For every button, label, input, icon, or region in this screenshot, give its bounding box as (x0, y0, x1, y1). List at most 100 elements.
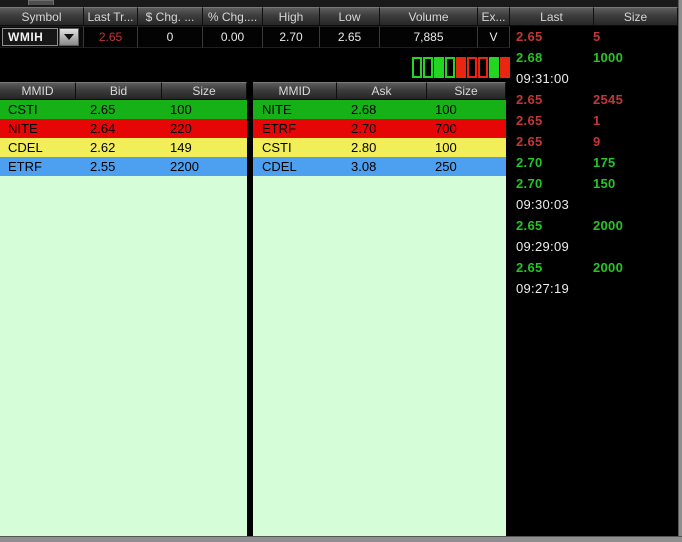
trend-block-red-hollow (478, 57, 488, 78)
timestamp: 09:29:09 (516, 239, 570, 254)
quote-header-row: Symbol Last Tr... $ Chg. ... % Chg.... H… (0, 7, 510, 26)
bid-book-price: 2.55 (90, 159, 116, 174)
ask-book-price: 2.68 (351, 102, 377, 117)
column-header-percent-chg: % Chg.... (203, 7, 263, 26)
time-sales-trade-row: 2.65 1 (510, 110, 678, 131)
column-header-low: Low (320, 7, 380, 26)
bid-header-mmid: MMID (0, 82, 76, 100)
bid-header-bid: Bid (76, 82, 162, 100)
bid-book-row[interactable]: NITE 2.64 220 (0, 119, 247, 138)
symbol-input[interactable]: WMIH (2, 28, 58, 46)
bid-book-size: 220 (170, 121, 192, 136)
ask-book-size: 250 (435, 159, 457, 174)
low-value: 2.65 (320, 26, 380, 48)
bid-book-row[interactable]: CSTI 2.65 100 (0, 100, 247, 119)
time-sales-header: Last Size (510, 7, 678, 26)
time-sales-timestamp-row: 09:30:03 (510, 194, 678, 215)
column-header-symbol: Symbol (0, 7, 84, 26)
trend-block-green-filled (434, 57, 444, 78)
tick-trend-indicator (412, 57, 510, 78)
dollar-change-value: 0 (138, 26, 203, 48)
bid-book-mmid: CDEL (8, 140, 43, 155)
ask-book-size: 100 (435, 140, 457, 155)
ask-book-size: 700 (435, 121, 457, 136)
time-sales-timestamp-row: 09:29:09 (510, 236, 678, 257)
time-sales-trade-row: 2.70 150 (510, 173, 678, 194)
ask-book-size: 100 (435, 102, 457, 117)
time-sales-trade-row: 2.65 2545 (510, 89, 678, 110)
time-sales-trade-row: 2.65 9 (510, 131, 678, 152)
trade-price: 2.65 (516, 29, 543, 44)
chevron-down-icon (64, 34, 74, 40)
bid-book-price: 2.62 (90, 140, 116, 155)
column-header-last-trade: Last Tr... (84, 7, 138, 26)
ask-header-ask: Ask (337, 82, 427, 100)
trend-block-red-filled (500, 57, 510, 78)
trade-size: 175 (593, 155, 616, 170)
bid-book-price: 2.64 (90, 121, 116, 136)
window-right-border[interactable] (678, 0, 682, 542)
bid-book-price: 2.65 (90, 102, 116, 117)
trade-price: 2.70 (516, 176, 543, 191)
symbol-dropdown-button[interactable] (59, 28, 79, 46)
trade-size: 9 (593, 134, 601, 149)
column-header-high: High (263, 7, 320, 26)
trade-size: 5 (593, 29, 601, 44)
ts-header-last: Last (510, 7, 594, 26)
trend-block-green-filled (489, 57, 499, 78)
ask-book-price: 2.70 (351, 121, 377, 136)
ask-book-panel: MMID Ask Size NITE 2.68 100 ETRF 2.70 700 CSTI… (253, 82, 506, 536)
ask-book-mmid: CSTI (262, 140, 292, 155)
ts-header-size: Size (594, 7, 678, 26)
quote-value-row: WMIH 2.65 0 0.00 2.70 2.65 7,885 V (0, 26, 510, 48)
time-sales-trade-row: 2.65 5 (510, 26, 678, 47)
bid-book-mmid: CSTI (8, 102, 38, 117)
bid-header-size: Size (162, 82, 247, 100)
trade-price: 2.68 (516, 50, 543, 65)
symbol-combobox[interactable]: WMIH (0, 26, 84, 48)
ask-book-price: 3.08 (351, 159, 377, 174)
time-sales-trade-row: 2.70 175 (510, 152, 678, 173)
exchange-value: V (478, 26, 510, 48)
bid-book-size: 149 (170, 140, 192, 155)
trade-price: 2.65 (516, 134, 543, 149)
trade-size: 2000 (593, 260, 624, 275)
ask-book-mmid: ETRF (262, 121, 296, 136)
column-header-dollar-chg: $ Chg. ... (138, 7, 203, 26)
bid-book-mmid: NITE (8, 121, 38, 136)
bid-book-mmid: ETRF (8, 159, 42, 174)
time-sales-trade-row: 2.65 2000 (510, 215, 678, 236)
bid-book-row[interactable]: CDEL 2.62 149 (0, 138, 247, 157)
trend-block-green-hollow (445, 57, 455, 78)
trend-block-red-filled (456, 57, 466, 78)
volume-value: 7,885 (380, 26, 478, 48)
window-tab-notch (28, 0, 54, 5)
ask-book-row[interactable]: NITE 2.68 100 (253, 100, 506, 119)
trend-block-green-hollow (412, 57, 422, 78)
bid-book-row[interactable]: ETRF 2.55 2200 (0, 157, 247, 176)
ask-header-mmid: MMID (253, 82, 337, 100)
timestamp: 09:31:00 (516, 71, 570, 86)
ask-book-mmid: NITE (262, 102, 292, 117)
ask-book-rows: NITE 2.68 100 ETRF 2.70 700 CSTI 2.80 100 CDEL 3.0… (253, 100, 506, 176)
ask-book-row[interactable]: ETRF 2.70 700 (253, 119, 506, 138)
trade-price: 2.70 (516, 155, 543, 170)
ask-book-row[interactable]: CSTI 2.80 100 (253, 138, 506, 157)
trade-price: 2.65 (516, 218, 543, 233)
bid-book-header: MMID Bid Size (0, 82, 247, 100)
trade-size: 1 (593, 113, 601, 128)
column-header-volume: Volume (380, 7, 478, 26)
window-bottom-border[interactable] (0, 536, 682, 542)
ask-book-price: 2.80 (351, 140, 377, 155)
ask-book-row[interactable]: CDEL 3.08 250 (253, 157, 506, 176)
trade-size: 2000 (593, 218, 624, 233)
time-sales-trade-row: 2.68 1000 (510, 47, 678, 68)
ask-book-header: MMID Ask Size (253, 82, 506, 100)
window-top-edge (0, 0, 682, 7)
ask-book-mmid: CDEL (262, 159, 297, 174)
time-sales-panel: 2.65 5 2.68 1000 09:31:00 2.65 2545 2.65 1 2.65 9 2… (510, 26, 678, 536)
bid-book-rows: CSTI 2.65 100 NITE 2.64 220 CDEL 2.62 149 ETRF 2.5… (0, 100, 247, 176)
bid-book-panel: MMID Bid Size CSTI 2.65 100 NITE 2.64 220 CDEL… (0, 82, 247, 536)
trade-size: 150 (593, 176, 616, 191)
trade-price: 2.65 (516, 113, 543, 128)
